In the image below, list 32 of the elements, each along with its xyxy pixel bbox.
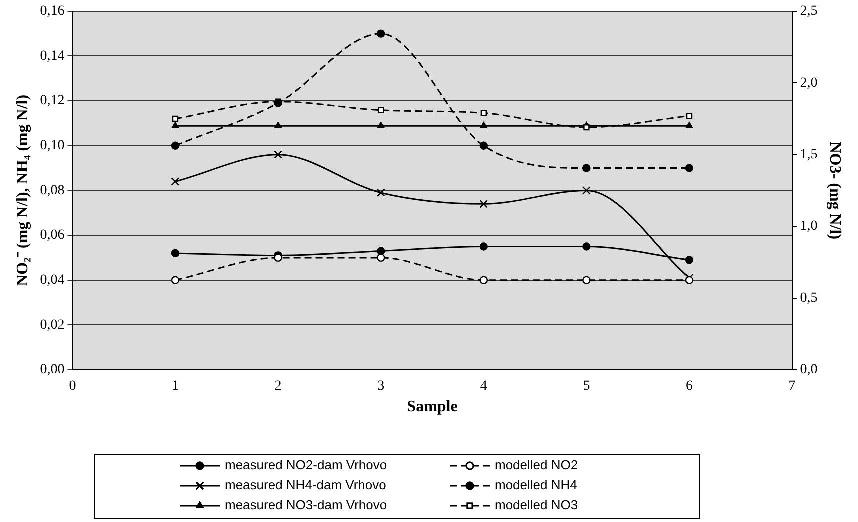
legend-label: modelled NH4	[495, 478, 578, 493]
y-tick-label: 0,08	[40, 183, 65, 198]
y-tick-label: 0,10	[40, 138, 65, 154]
legend-label: modelled NO2	[495, 458, 578, 473]
x-tick-label: 4	[480, 379, 488, 394]
x-tick-label: 1	[172, 379, 179, 394]
y-tick-label: 0,14	[40, 48, 65, 64]
y-tick-label: 0,06	[40, 228, 65, 244]
x-tick-label: 2	[274, 379, 282, 394]
legend-label: modelled NO3	[495, 498, 578, 513]
y-tick-label: 0,04	[40, 273, 65, 288]
legend-label: measured NO3-dam Vrhovo	[225, 498, 388, 513]
y-tick-label: 0,12	[40, 94, 65, 109]
x-tick-label: 0	[69, 379, 76, 394]
x-tick-label: 6	[686, 379, 693, 394]
y2-tick-label: 2,0	[800, 76, 818, 91]
y-axis-title: NO₂⁻ (mg N/l), NH₄ (mg N/l)	[14, 94, 32, 286]
x-axis-title: Sample	[407, 398, 458, 416]
y2-tick-label: 0,5	[800, 290, 818, 306]
legend-label: measured NO2-dam Vrhovo	[225, 458, 388, 473]
y2-tick-label: 1,0	[800, 219, 818, 234]
x-tick-label: 5	[583, 379, 590, 394]
x-tick-label: 7	[788, 379, 796, 394]
y2-tick-label: 1,5	[800, 148, 818, 163]
y-tick-label: 0,16	[40, 4, 65, 20]
legend-label: measured NH4-dam Vrhovo	[225, 478, 386, 493]
x-tick-label: 3	[378, 379, 385, 394]
y-tick-label: 0,02	[40, 318, 65, 333]
y2-tick-label: 2,5	[800, 4, 818, 20]
y2-axis-title: NO3- (mg N/l)	[826, 142, 844, 240]
y2-tick-label: 0,0	[800, 362, 818, 378]
y-tick-label: 0,00	[40, 362, 65, 378]
